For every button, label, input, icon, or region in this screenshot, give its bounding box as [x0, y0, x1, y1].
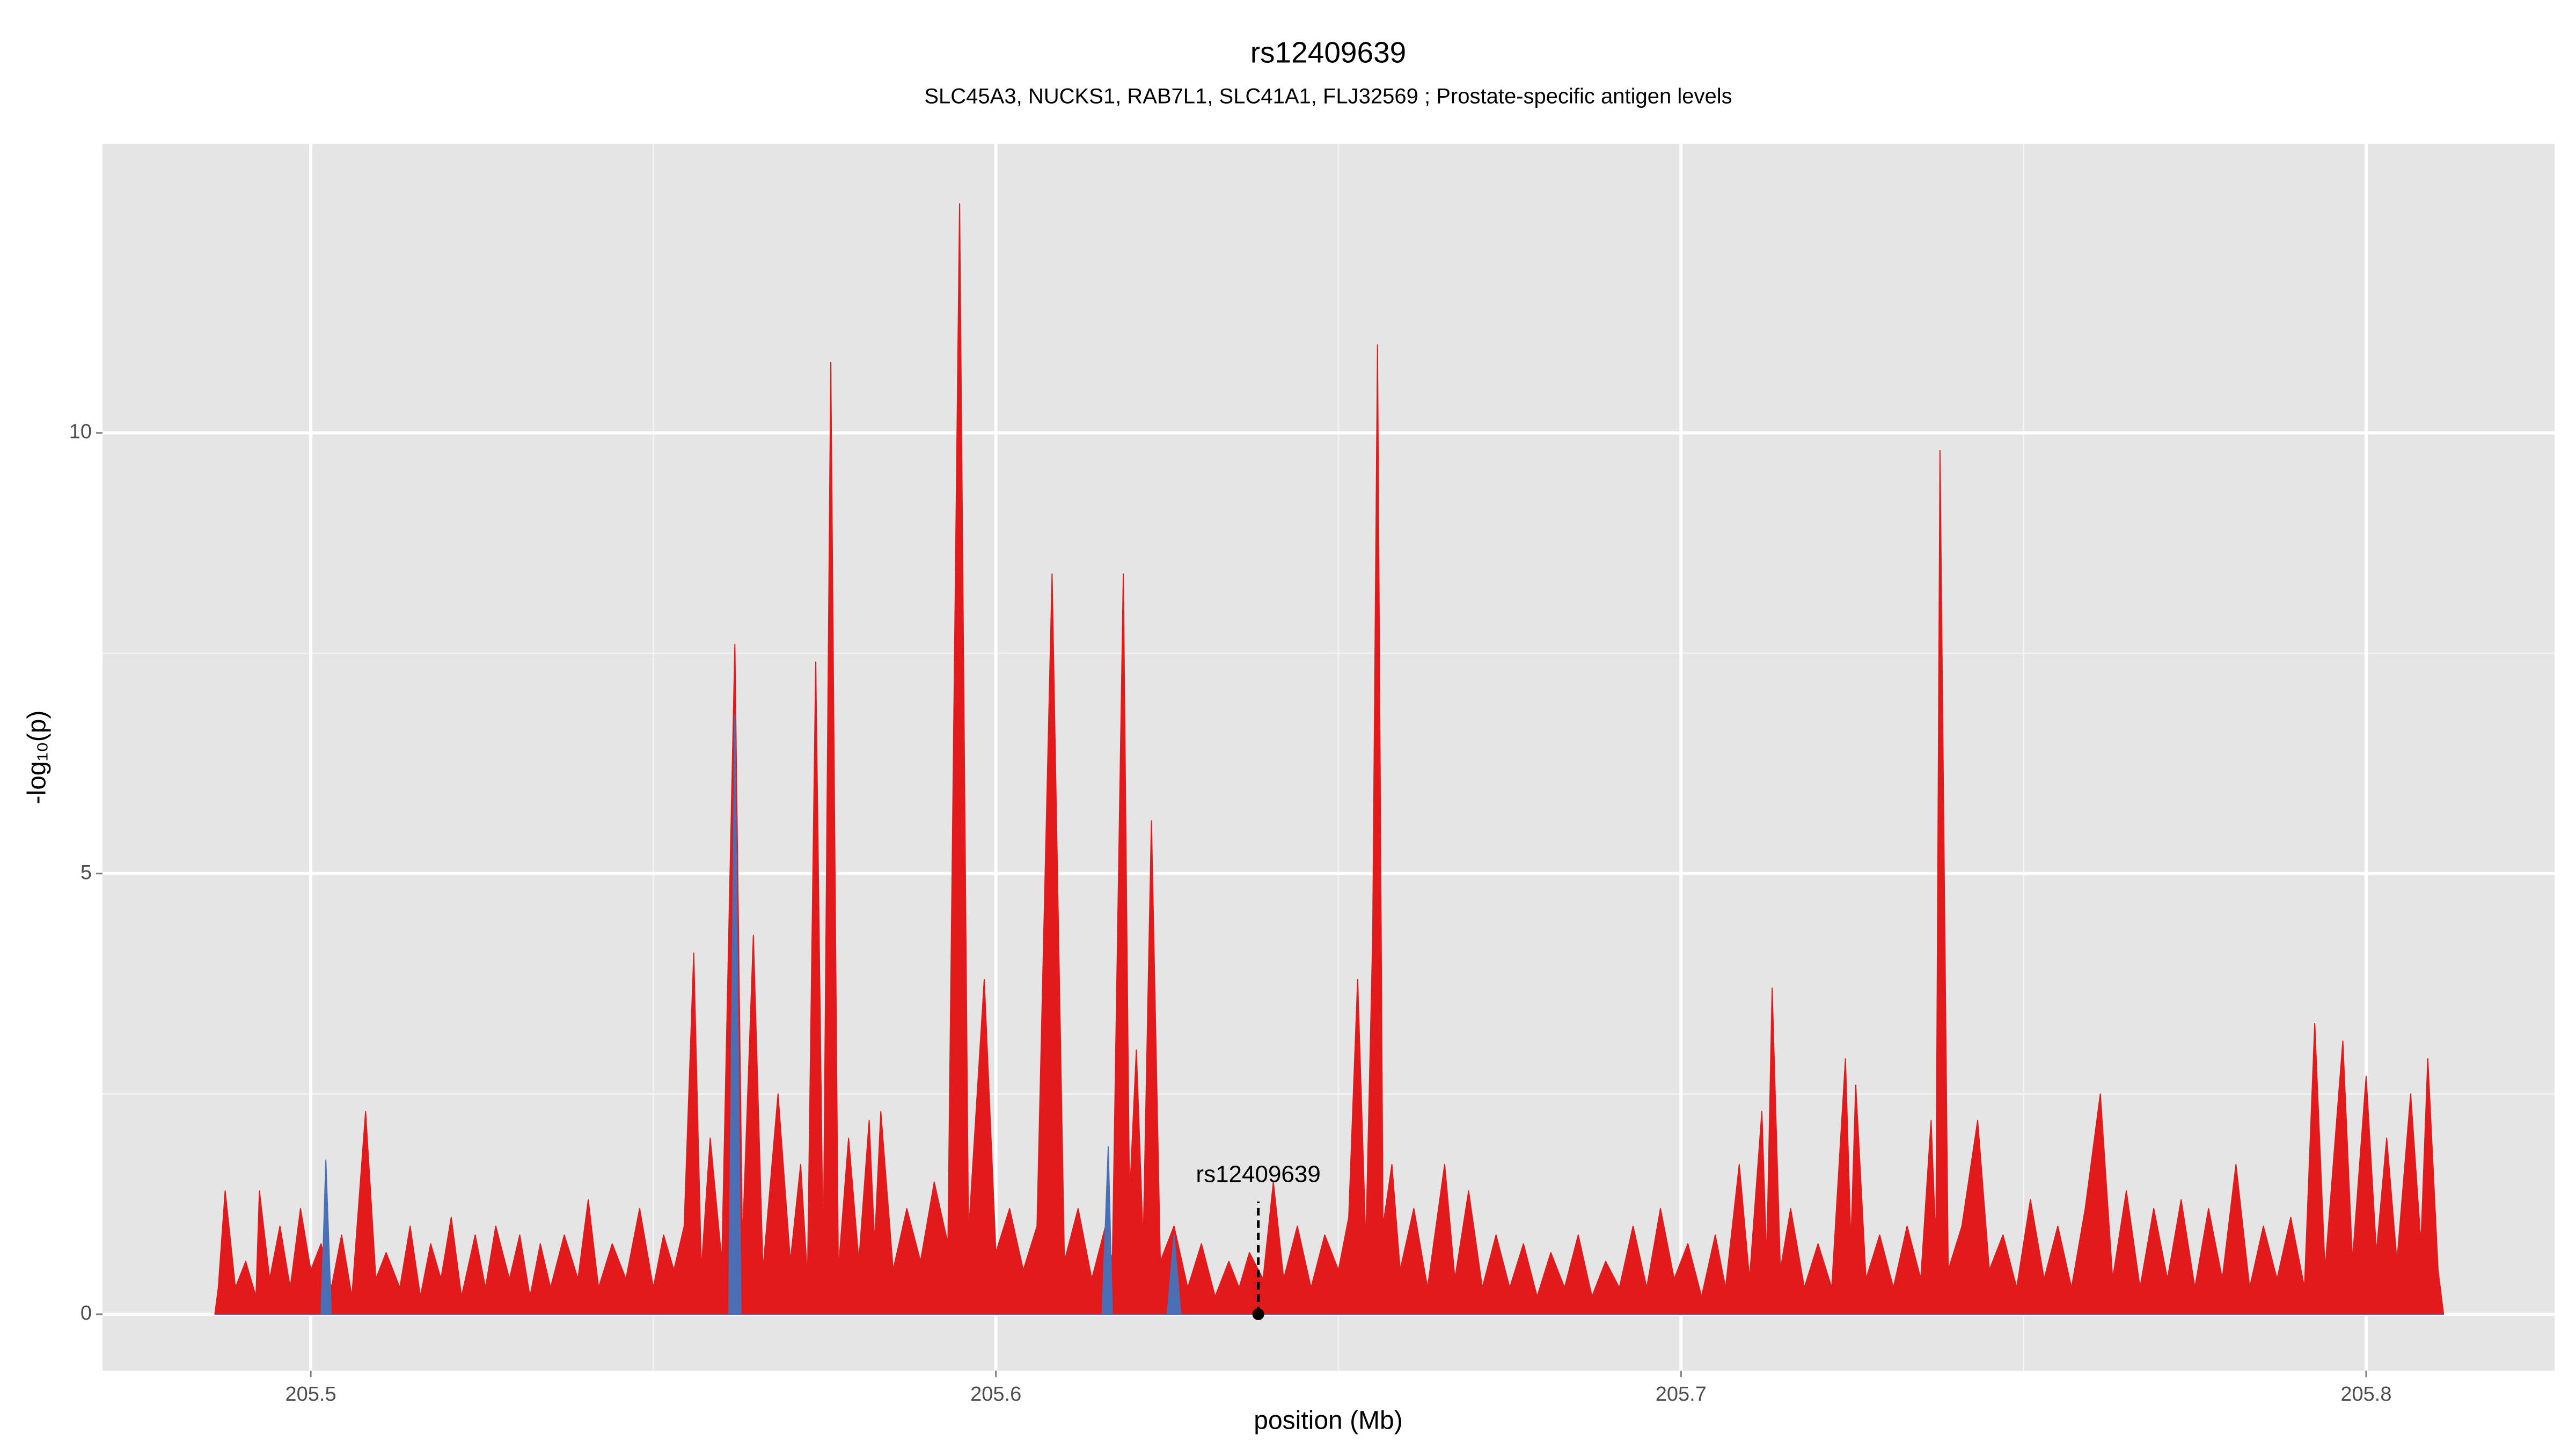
area — [214, 203, 2445, 1315]
x-tick-label: 205.6 — [970, 1383, 1021, 1406]
x-tick-label: 205.5 — [286, 1383, 336, 1406]
y-axis-title: -log₁₀(p) — [23, 711, 52, 804]
y-tick-label: 5 — [80, 861, 92, 884]
plot-panel — [103, 144, 2555, 1371]
x-tick-label: 205.7 — [1656, 1383, 1707, 1406]
annotation-point — [1252, 1308, 1264, 1320]
y-tick-label: 0 — [80, 1302, 92, 1324]
annotation-label: rs12409639 — [1196, 1161, 1320, 1188]
x-tick-label: 205.8 — [2340, 1383, 2391, 1406]
x-axis-title: position (Mb) — [1254, 1407, 1402, 1435]
chart-subtitle: SLC45A3, NUCKS1, RAB7L1, SLC41A1, FLJ325… — [924, 85, 1732, 108]
y-tick-label: 10 — [69, 421, 92, 443]
chart-title: rs12409639 — [1250, 36, 1407, 69]
area — [214, 714, 2445, 1315]
